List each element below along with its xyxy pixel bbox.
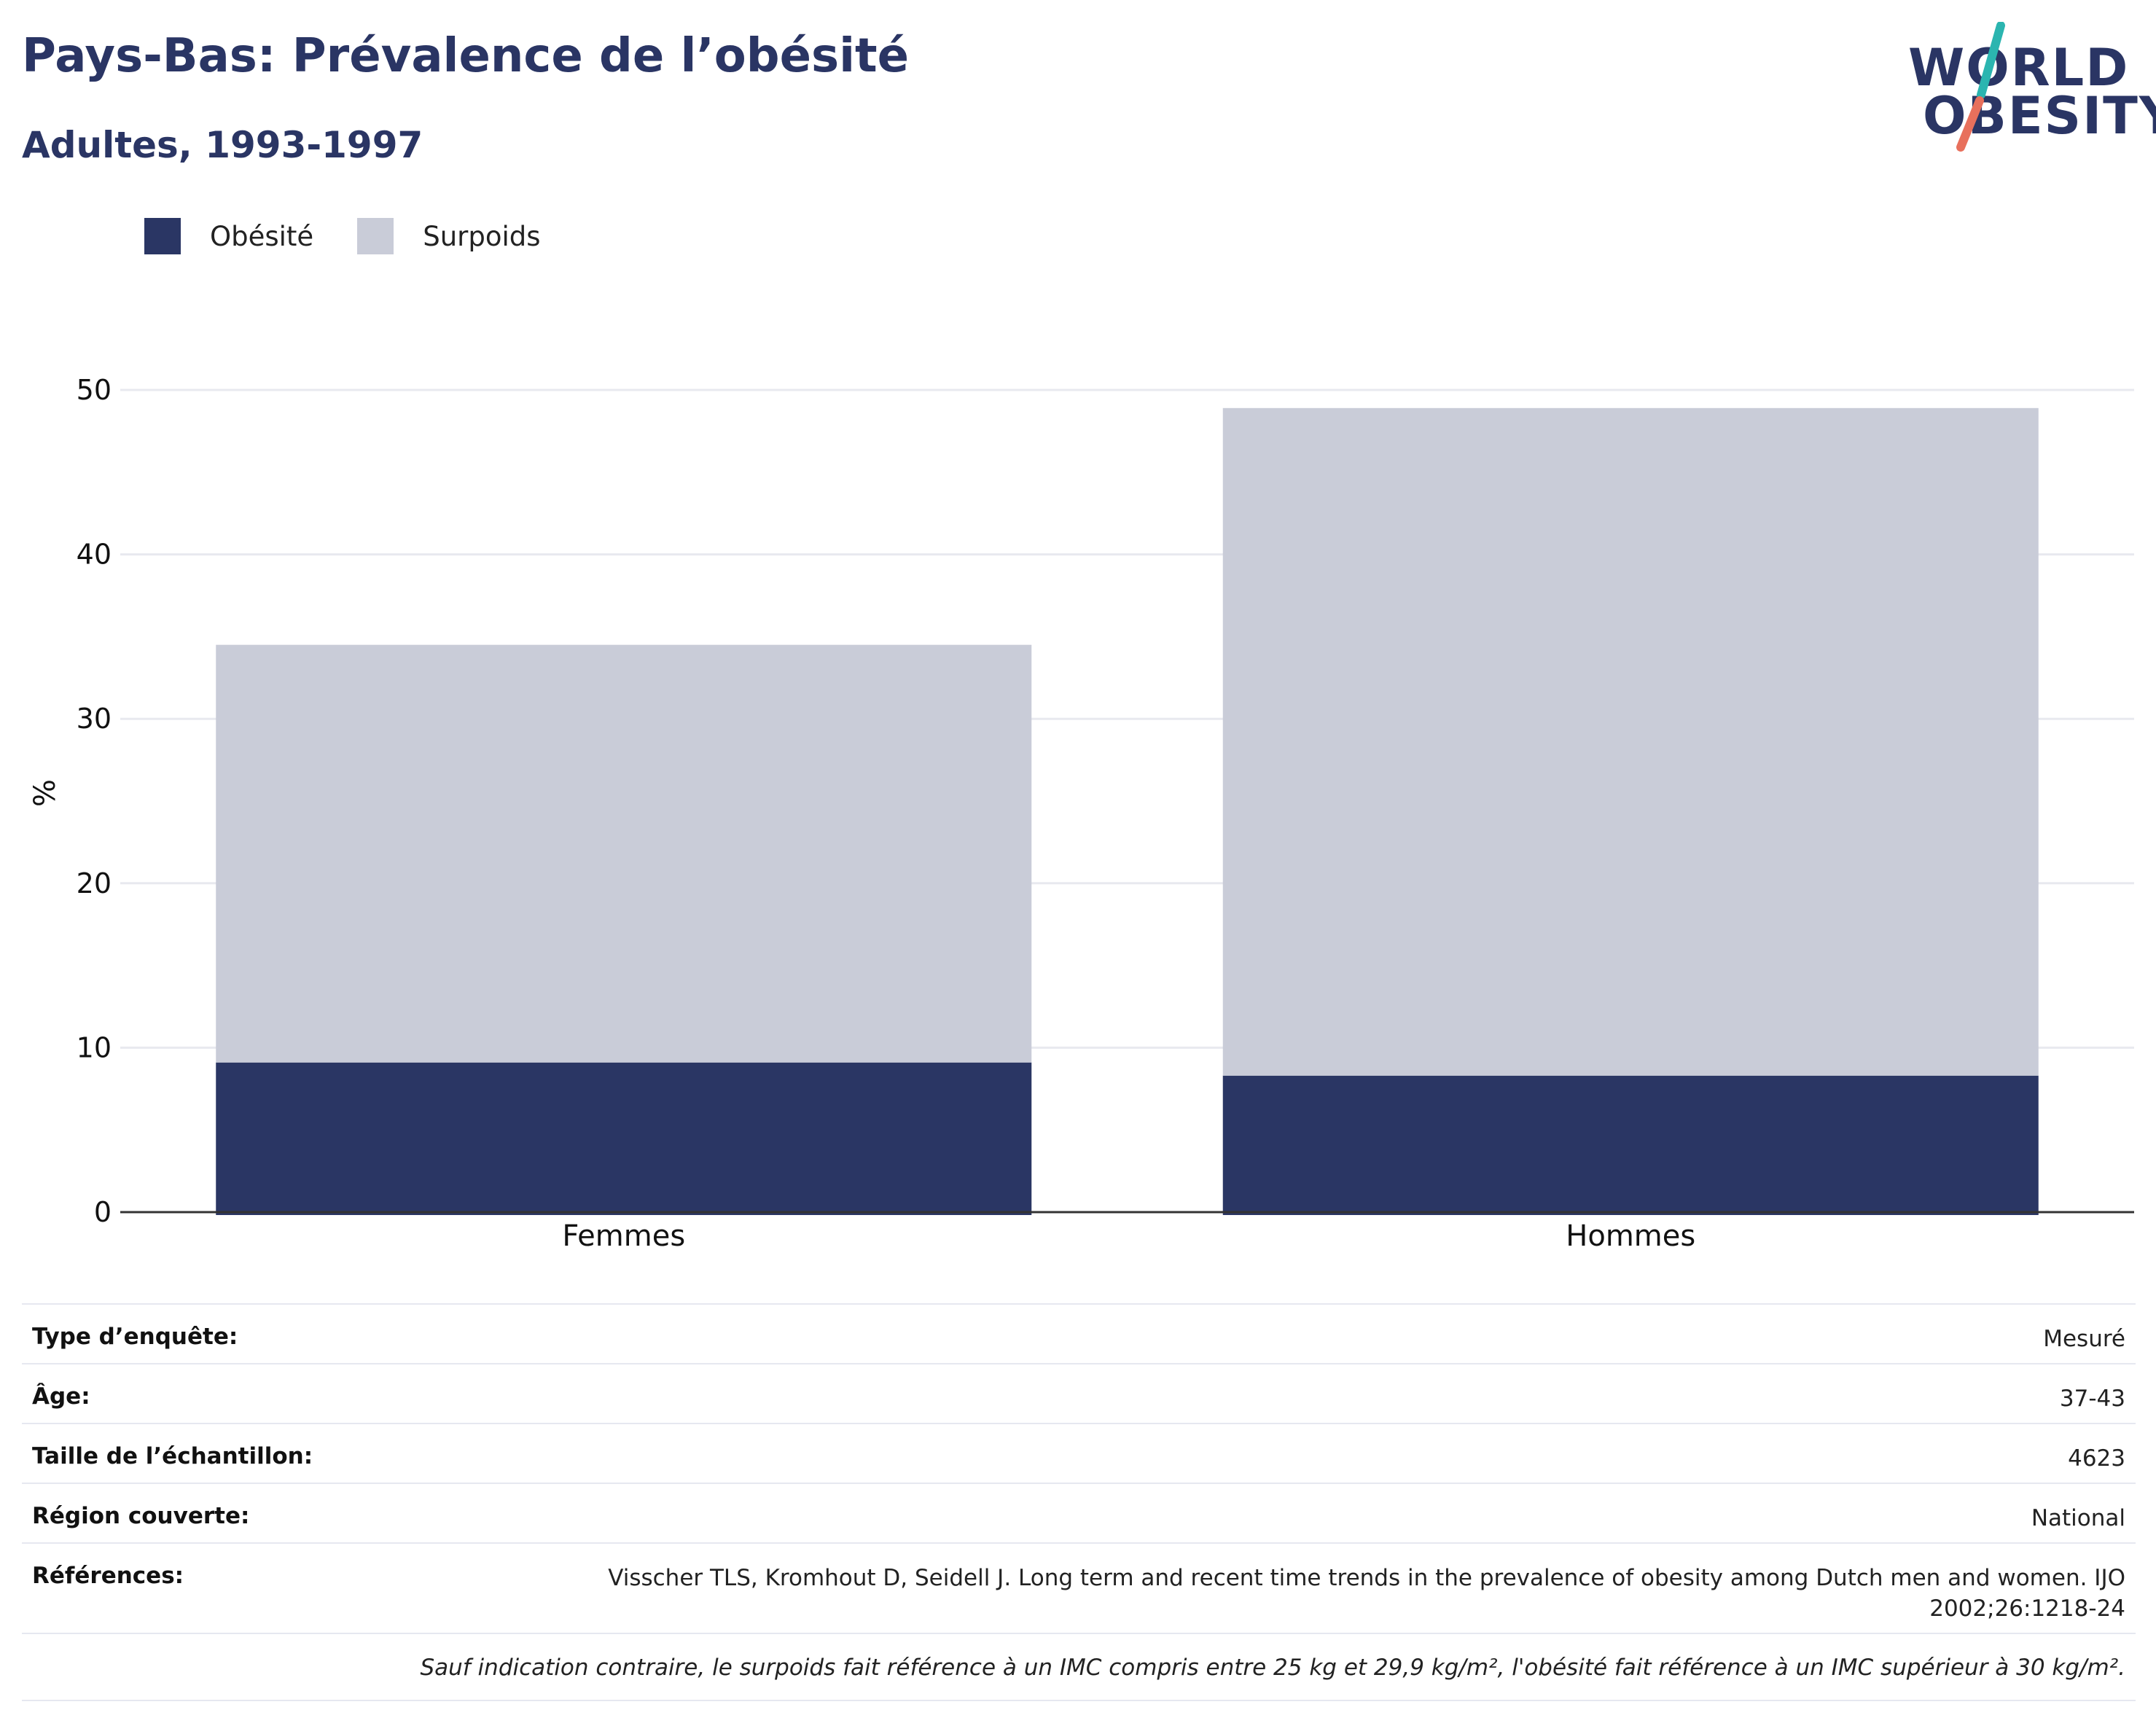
x-tick-label: Hommes: [1566, 1219, 1695, 1253]
y-tick-label: 50: [77, 374, 112, 406]
y-tick-label: 30: [77, 703, 112, 735]
legend-label-overweight: Surpoids: [423, 220, 541, 252]
page-subtitle: Adultes, 1993-1997: [22, 124, 423, 166]
legend-label-obesity: Obésité: [210, 220, 314, 252]
info-row-references: Références: Visscher TLS, Kromhout D, Se…: [22, 1542, 2136, 1633]
info-label: Région couverte:: [32, 1503, 250, 1529]
logo-line1: WORLD: [1908, 38, 2130, 98]
survey-info-table: Type d’enquête: Mesuré Âge: 37-43 Taille…: [22, 1303, 2136, 1701]
y-tick-label: 20: [77, 867, 112, 899]
logo-line2: OBESITY: [1923, 86, 2156, 146]
legend-item-overweight[interactable]: Surpoids: [357, 218, 541, 254]
bar-obesity-hommes[interactable]: [1222, 1075, 2039, 1215]
info-value: National: [2031, 1505, 2125, 1531]
bar-obesity-femmes[interactable]: [216, 1062, 1032, 1215]
bar-overweight-femmes[interactable]: [216, 644, 1032, 1063]
legend-item-obesity[interactable]: Obésité: [144, 218, 313, 254]
x-axis-ticks: Femmes Hommes: [562, 1219, 1695, 1253]
info-value: Visscher TLS, Kromhout D, Seidell J. Lon…: [608, 1565, 2125, 1622]
info-label: Références:: [32, 1563, 184, 1589]
y-tick-label: 40: [77, 539, 112, 571]
info-label: Taille de l’échantillon:: [32, 1443, 313, 1469]
chart-bars: [216, 407, 2039, 1215]
info-row-age: Âge: 37-43: [22, 1363, 2136, 1423]
page-title: Pays-Bas: Prévalence de l’obésité: [22, 29, 909, 83]
info-row-sample-size: Taille de l’échantillon: 4623: [22, 1423, 2136, 1483]
x-tick-label: Femmes: [562, 1219, 685, 1253]
y-tick-label: 0: [94, 1196, 112, 1228]
y-axis-label: %: [28, 779, 62, 807]
info-row-survey-type: Type d’enquête: Mesuré: [22, 1303, 2136, 1363]
y-axis-ticks: 0 10 20 30 40 50: [77, 374, 112, 1228]
chart-legend: Obésité Surpoids: [144, 217, 585, 255]
info-value: Mesuré: [2043, 1326, 2125, 1352]
legend-swatch-overweight: [357, 218, 394, 254]
legend-swatch-obesity: [144, 218, 181, 254]
y-tick-label: 10: [77, 1031, 112, 1063]
info-label: Type d’enquête:: [32, 1324, 238, 1350]
bar-overweight-hommes[interactable]: [1222, 407, 2039, 1076]
info-value: 4623: [2068, 1445, 2125, 1472]
world-obesity-logo: WORLD OBESITY: [1902, 22, 2156, 153]
info-label: Âge:: [32, 1383, 90, 1410]
info-row-region: Région couverte: National: [22, 1483, 2136, 1542]
logo-slash-icon: [1956, 22, 2005, 152]
info-value: 37-43: [2059, 1386, 2125, 1412]
bar-chart: 0 10 20 30 40 50 Femmes Hommes %: [28, 374, 2134, 1253]
footnote: Sauf indication contraire, le surpoids f…: [22, 1633, 2136, 1701]
